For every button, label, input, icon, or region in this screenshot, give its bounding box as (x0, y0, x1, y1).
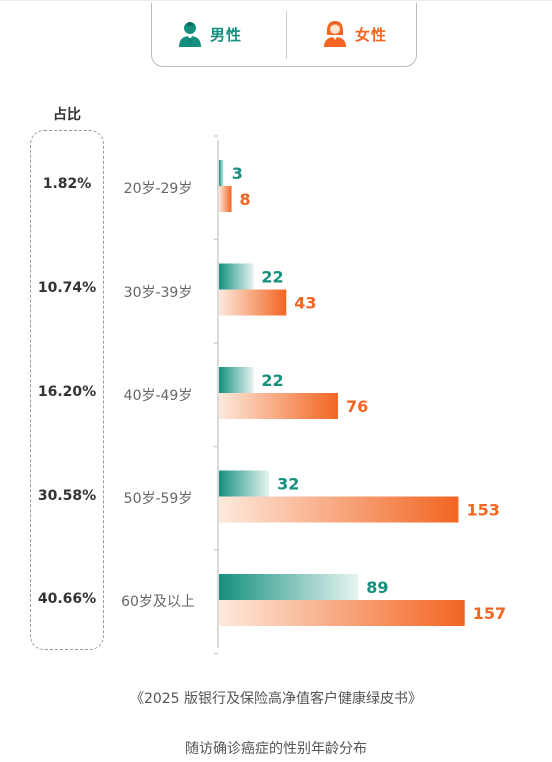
bar-male (219, 263, 254, 290)
category-label: 60岁及以上 (121, 594, 195, 610)
bar-female (219, 289, 287, 316)
bar-female (219, 186, 232, 212)
legend-divider (286, 11, 287, 59)
female-user-icon (324, 21, 346, 47)
data-label-female: 8 (240, 190, 251, 209)
share-column-box (30, 130, 104, 650)
legend-item-female[interactable]: 女性 (323, 19, 387, 49)
share-value: 1.82% (42, 176, 92, 192)
bar-male (219, 574, 359, 600)
male-user-icon (179, 22, 201, 47)
chart-caption: 随访确诊癌症的性别年龄分布 (185, 741, 367, 757)
data-label-male: 32 (277, 475, 299, 494)
data-label-male: 3 (232, 164, 243, 183)
share-header: 占比 (53, 107, 81, 123)
data-label-female: 153 (466, 501, 499, 520)
bar-male (219, 160, 224, 186)
share-value: 30.58% (37, 488, 97, 504)
category-label: 20岁-29岁 (123, 181, 193, 197)
category-label: 30岁-39岁 (123, 285, 193, 301)
top-divider-line (0, 0, 552, 1)
share-value: 16.20% (37, 384, 97, 400)
bar-male (219, 470, 270, 497)
share-value: 40.66% (37, 591, 97, 607)
bar-chart: 3 8 22 43 22 76 32 153 89 157 (214, 135, 506, 655)
category-label: 40岁-49岁 (123, 388, 193, 404)
legend-female-label: 女性 (355, 25, 388, 44)
data-label-female: 157 (473, 604, 506, 623)
legend: 男性 女性 (151, 3, 417, 67)
bar-male (219, 367, 254, 393)
data-label-male: 22 (261, 268, 283, 287)
legend-item-male[interactable]: 男性 (178, 19, 242, 49)
legend-male-label: 男性 (210, 25, 243, 44)
data-label-male: 22 (261, 371, 283, 390)
bar-female (219, 496, 459, 523)
data-label-female: 43 (294, 294, 316, 313)
data-label-female: 76 (346, 397, 368, 416)
source-caption: 《2025 版银行及保险高净值客户健康绿皮书》 (129, 691, 423, 707)
share-value: 10.74% (37, 280, 97, 296)
data-label-male: 89 (366, 578, 388, 597)
bar-female (219, 600, 465, 626)
bar-female (219, 393, 338, 419)
category-label: 50岁-59岁 (123, 491, 193, 507)
